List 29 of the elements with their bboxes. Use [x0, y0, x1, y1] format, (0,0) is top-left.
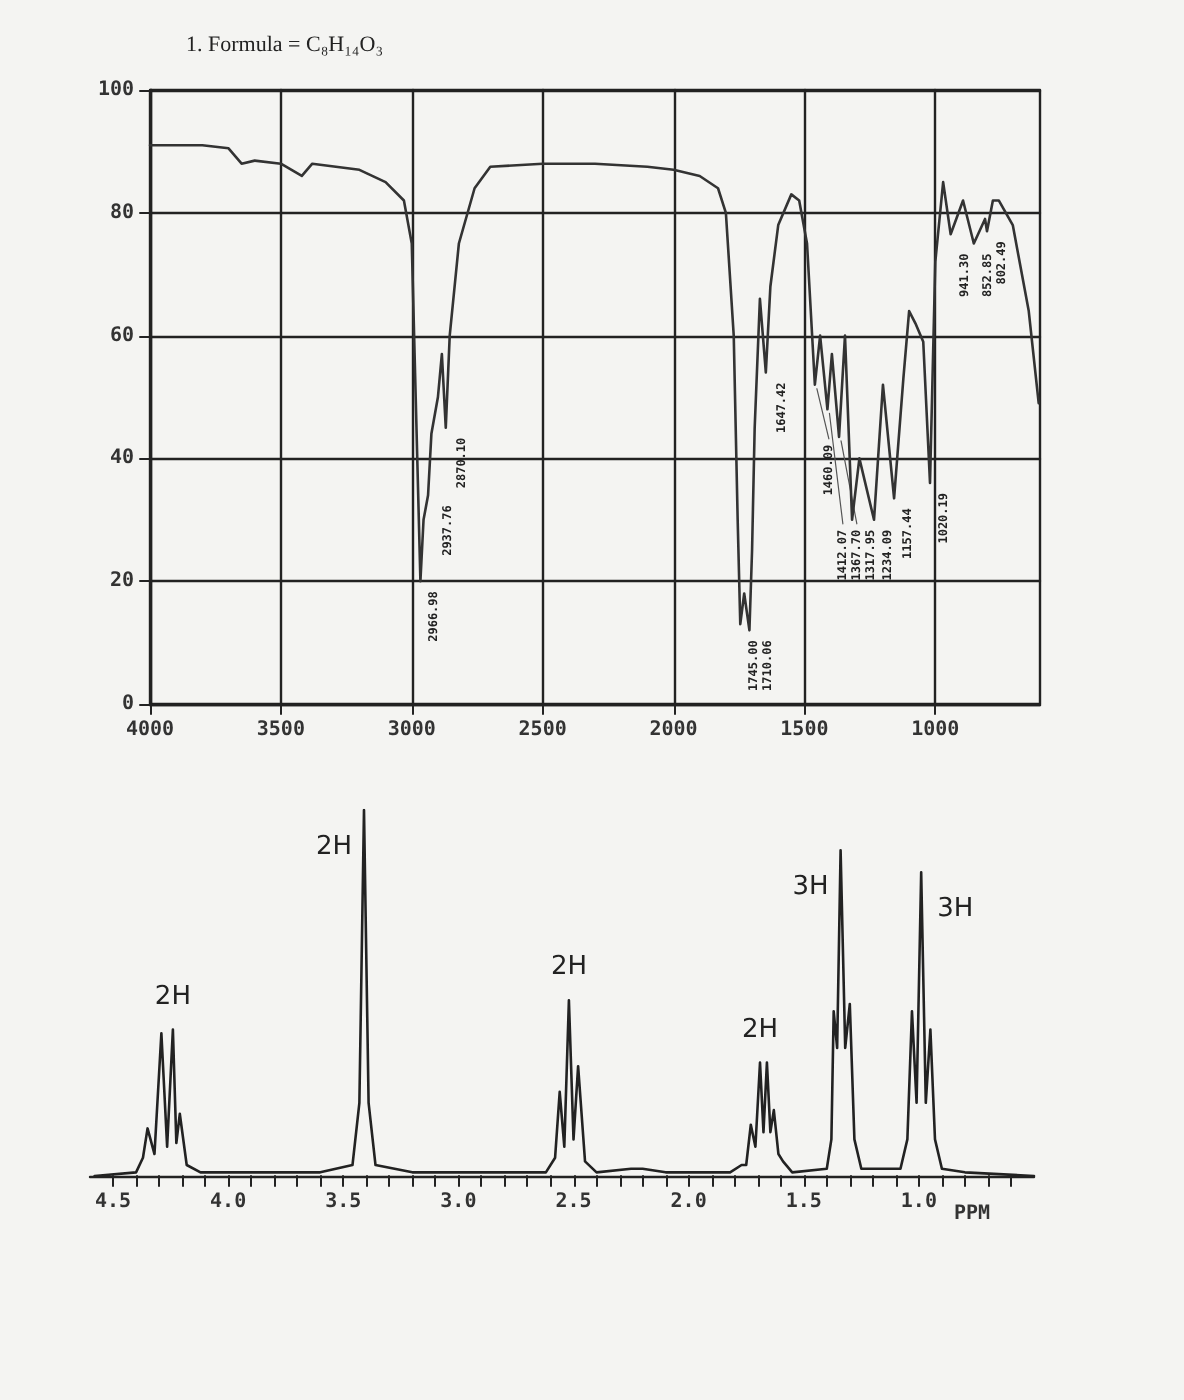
y-tick-label: 0 [121, 693, 134, 715]
x-tick-label: 1500 [780, 719, 829, 741]
x-tick-label: 4.5 [94, 1191, 132, 1213]
y-tick-label: 80 [109, 201, 134, 224]
x-tick-label: 2.5 [555, 1191, 592, 1213]
x-tick-label: 3000 [387, 719, 436, 741]
y-tick-label: 40 [109, 447, 134, 470]
annotation: 2H [741, 1014, 779, 1045]
x-tick-label: 3.0 [440, 1191, 477, 1213]
annotation: 3H [937, 894, 974, 925]
x-tick-label: 3.5 [325, 1191, 362, 1213]
x-tick-label: 4.0 [210, 1191, 247, 1213]
x-tick-label: 1000 [911, 719, 960, 741]
x-tick-label: 2500 [518, 719, 567, 741]
x-tick-label: 2000 [649, 719, 698, 741]
annotation: 3H [792, 872, 829, 903]
annotation: 2H [315, 832, 352, 862]
annotation: 2H [154, 981, 191, 1012]
x-tick-label: 3500 [256, 719, 305, 741]
x-tick-label: 2.0 [670, 1191, 707, 1213]
x-tick-label: 1.5 [785, 1191, 822, 1213]
annotation: 2H [550, 952, 587, 983]
y-tick-label: 100 [97, 79, 134, 101]
x-tick-label: 4000 [125, 719, 175, 741]
x-tick-label: 1.0 [900, 1191, 937, 1213]
y-tick-label: 20 [109, 570, 134, 593]
chart-title: 1. Formula = C₈H₁₄O₃ [186, 33, 384, 57]
y-tick-label: 60 [109, 324, 134, 347]
x-axis-title: PPM [954, 1203, 991, 1225]
